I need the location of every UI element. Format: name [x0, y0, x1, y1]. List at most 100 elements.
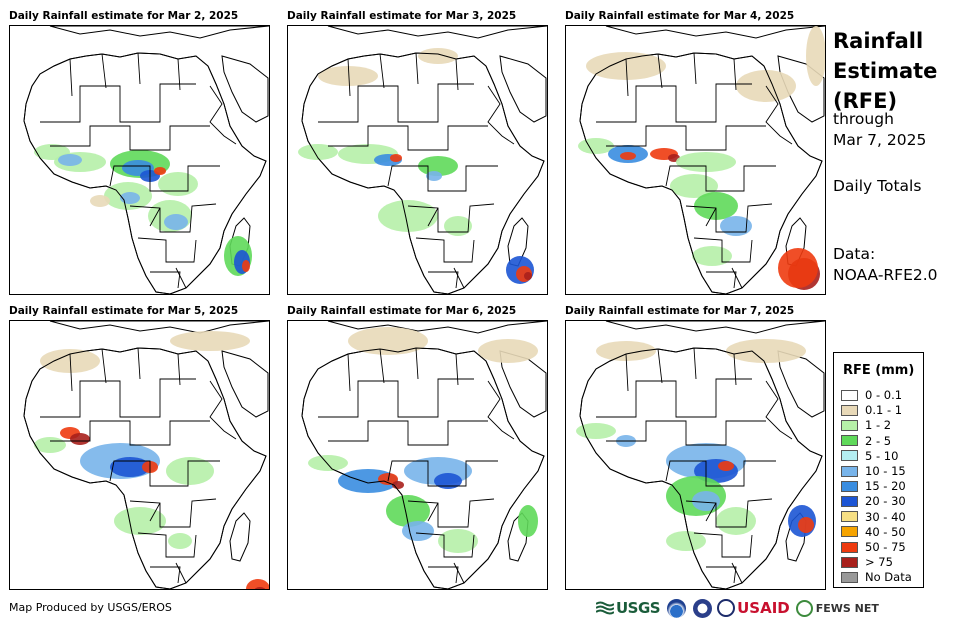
legend-item: 20 - 30 — [841, 494, 906, 508]
europe-coast — [605, 321, 825, 334]
legend-swatch — [841, 450, 858, 462]
rainfall-patch — [308, 455, 348, 471]
legend-swatch — [841, 556, 858, 568]
legend-swatch — [841, 541, 858, 553]
rainfall-patch — [426, 171, 442, 181]
rainfall-patch — [158, 172, 198, 196]
country-border — [109, 460, 220, 487]
legend-label: 2 - 5 — [865, 433, 892, 448]
rainfall-patch — [254, 587, 266, 589]
madagascar-coast — [229, 512, 251, 562]
legend-item: 1 - 2 — [841, 418, 891, 432]
rainfall-patch — [120, 192, 140, 204]
europe-coast — [605, 26, 825, 39]
panel-title: Daily Rainfall estimate for Mar 7, 2025 — [565, 305, 795, 317]
usgs-logo: USGS — [596, 599, 661, 617]
arabia-coast — [499, 350, 547, 418]
fewsnet-globe-icon — [795, 599, 813, 617]
rainfall-patch — [164, 214, 188, 230]
rainfall-patch — [386, 495, 430, 527]
africa-map — [301, 321, 547, 589]
rainfall-patch — [576, 423, 616, 439]
data-source: NOAA-RFE2.0 — [833, 266, 938, 284]
legend-swatch — [841, 480, 858, 492]
country-border — [150, 566, 181, 584]
legend-swatch — [841, 465, 858, 477]
legend-swatch — [841, 419, 858, 431]
rainfall-patch — [718, 461, 734, 471]
usaid-logo: USAID — [717, 599, 790, 617]
country-border — [137, 237, 197, 263]
fewsnet-logo-text: FEWS NET — [815, 601, 879, 615]
country-border — [209, 85, 237, 145]
country-border — [428, 566, 459, 584]
country-border — [428, 271, 459, 289]
legend-label: 1 - 2 — [865, 418, 892, 433]
country-border — [40, 378, 196, 418]
rainfall-patch — [242, 260, 250, 272]
country-border — [606, 420, 766, 446]
country-border — [129, 498, 217, 528]
legend-label: 15 - 20 — [865, 479, 906, 494]
country-border — [50, 125, 210, 151]
africa-outline — [579, 347, 823, 589]
country-border — [596, 83, 752, 123]
rainfall-map — [9, 320, 270, 590]
country-border — [487, 85, 515, 145]
rainfall-patch — [692, 491, 720, 511]
legend-swatch — [841, 404, 858, 416]
legend-item: 0 - 0.1 — [841, 388, 902, 402]
country-border — [318, 83, 474, 123]
africa-map — [576, 321, 825, 589]
country-border — [427, 502, 465, 584]
rainfall-patch — [378, 200, 438, 232]
rainfall-patch — [154, 167, 166, 175]
usgs-wave-icon — [596, 601, 614, 615]
rainfall-patch — [418, 48, 458, 64]
rainfall-map — [9, 25, 270, 295]
legend-item: 15 - 20 — [841, 479, 906, 493]
legend-label: 20 - 30 — [865, 494, 906, 509]
usgs-logo-text: USGS — [616, 599, 661, 617]
africa-outline — [23, 347, 267, 589]
legend-swatch — [841, 435, 858, 447]
country-border — [109, 165, 220, 192]
country-border — [665, 165, 776, 192]
agency-logos: USGS USAID FEWS NET — [596, 596, 879, 620]
legend-item: 0.1 - 1 — [841, 403, 902, 417]
arabia-coast — [777, 350, 825, 418]
country-border — [693, 532, 753, 558]
country-border — [427, 207, 465, 289]
country-border — [606, 125, 766, 151]
legend-item: > 75 — [841, 555, 893, 569]
rainfall-patch — [596, 341, 656, 361]
data-label: Data: — [833, 245, 876, 263]
fewsnet-logo: FEWS NET — [795, 599, 879, 617]
country-border — [625, 347, 737, 392]
country-border — [765, 380, 793, 440]
rainfall-patch — [58, 154, 82, 166]
rainfall-patch — [348, 327, 428, 355]
africa-map — [578, 26, 825, 294]
legend-label: 40 - 50 — [865, 524, 906, 539]
noaa-logo — [667, 598, 687, 618]
legend-label: 30 - 40 — [865, 509, 906, 524]
country-border — [209, 380, 237, 440]
country-border — [347, 347, 459, 392]
rainfall-map — [287, 320, 548, 590]
africa-outline — [23, 52, 267, 294]
country-border — [150, 271, 181, 289]
rainfall-patch — [246, 579, 269, 589]
country-border — [129, 203, 217, 233]
country-border — [149, 207, 187, 289]
country-border — [685, 498, 773, 528]
rainfall-patch — [402, 521, 434, 541]
title-line-2: Estimate — [833, 59, 938, 83]
rainfall-patch — [298, 144, 338, 160]
rainfall-patch — [798, 517, 814, 533]
africa-map — [23, 26, 269, 294]
rainfall-patch — [444, 216, 472, 236]
rainfall-patch — [806, 26, 825, 86]
legend-title: RFE (mm) — [843, 363, 915, 378]
legend-swatch — [841, 526, 858, 538]
